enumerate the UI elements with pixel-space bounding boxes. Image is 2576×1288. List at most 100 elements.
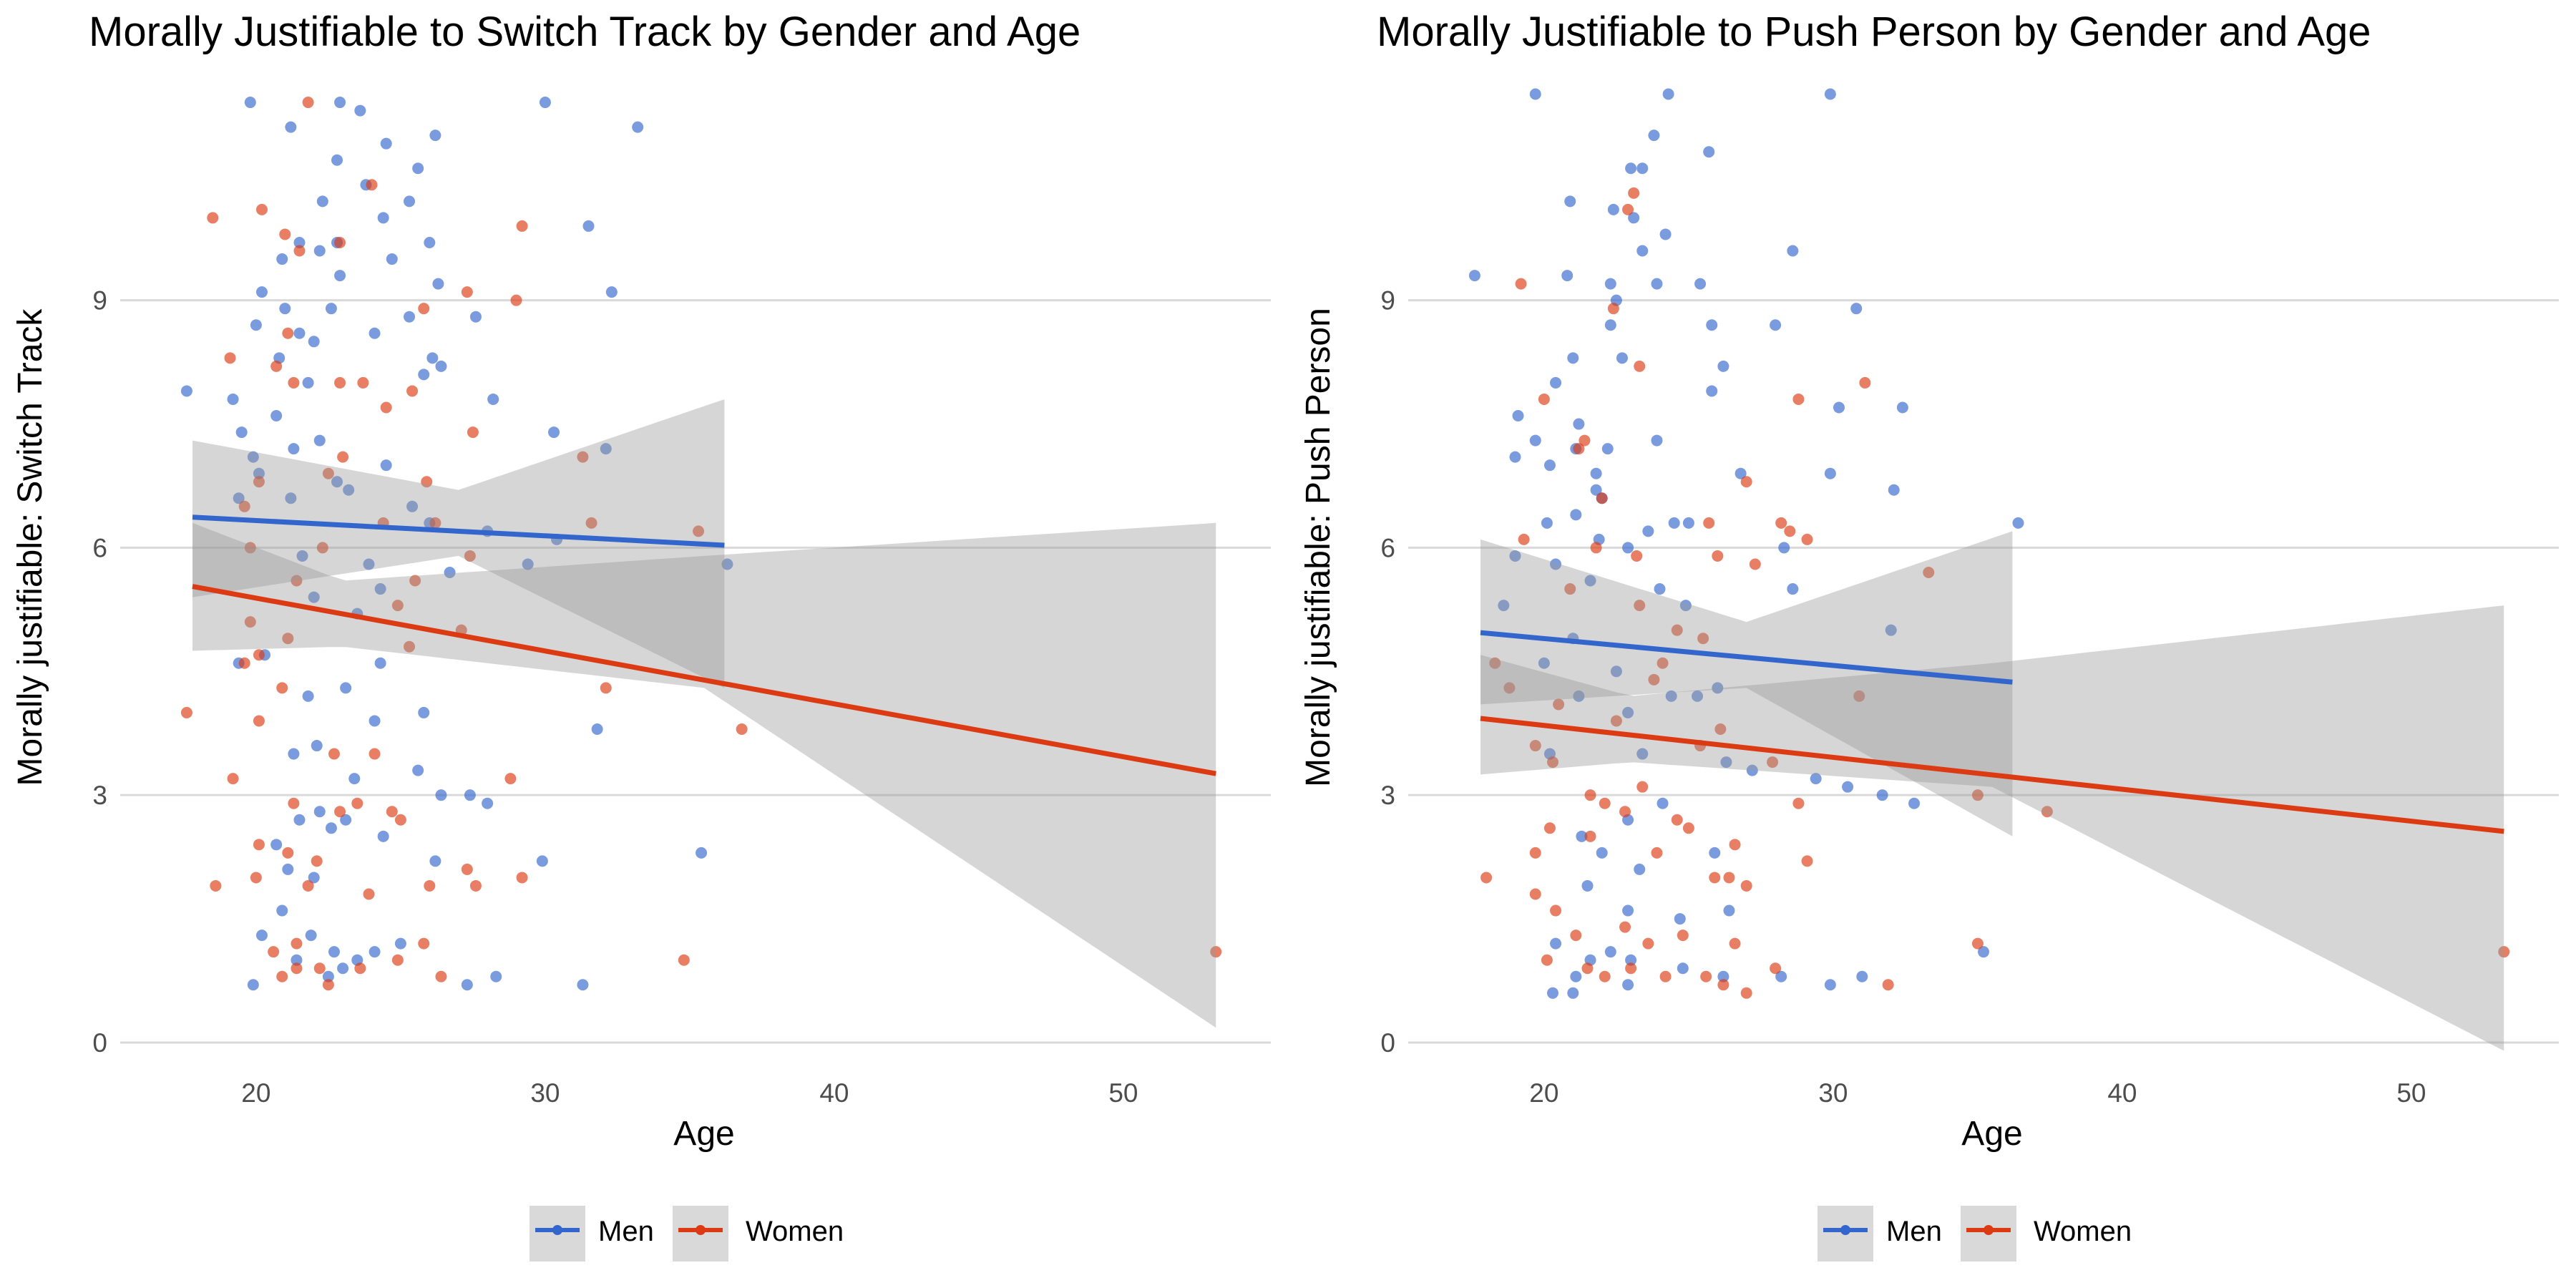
- data-point-women: [380, 401, 392, 414]
- data-point-men: [1543, 459, 1556, 472]
- data-point-men: [308, 591, 320, 603]
- data-point-women: [386, 806, 398, 818]
- data-point-men: [1590, 467, 1602, 479]
- data-point-women: [424, 879, 436, 892]
- data-point-men: [1622, 904, 1634, 917]
- data-point-women: [270, 360, 283, 372]
- data-point-men: [605, 286, 618, 298]
- data-point-men: [305, 930, 317, 942]
- data-point-women: [1651, 847, 1663, 859]
- data-point-men: [1604, 278, 1616, 290]
- data-point-men: [1468, 270, 1480, 282]
- data-point-men: [369, 946, 381, 958]
- chart-title-switch-track: Morally Justifiable to Switch Track by G…: [89, 9, 1080, 55]
- data-point-men: [1573, 418, 1585, 430]
- plot-area-push-person: 0 3 6 9 20 30 40 50: [1380, 88, 2559, 1108]
- data-point-women: [1564, 583, 1576, 595]
- data-point-men: [1616, 352, 1628, 364]
- data-point-men: [1498, 600, 1510, 612]
- data-point-women: [1529, 847, 1541, 859]
- trend-line-men: [1480, 630, 2013, 685]
- data-point-women: [1610, 715, 1622, 727]
- data-point-men: [482, 797, 494, 809]
- data-point-men: [1590, 484, 1602, 496]
- data-point-women: [322, 979, 334, 991]
- data-point-women: [1923, 567, 1935, 578]
- data-point-women: [464, 550, 476, 562]
- data-point-men: [1778, 542, 1790, 554]
- data-point-women: [1792, 393, 1805, 405]
- data-point-men: [435, 360, 447, 372]
- data-point-men: [1888, 484, 1900, 496]
- data-point-men: [1538, 657, 1550, 669]
- data-point-women: [253, 649, 265, 661]
- data-point-women: [253, 839, 265, 851]
- data-point-men: [343, 484, 355, 496]
- data-point-men: [1885, 624, 1897, 636]
- data-point-men: [469, 311, 482, 323]
- data-point-men: [548, 426, 560, 439]
- confidence-band-women: [1480, 605, 2504, 1051]
- data-point-women: [244, 616, 256, 628]
- y-tick-label: 6: [1380, 533, 1395, 562]
- data-point-women: [1634, 600, 1646, 612]
- data-point-men: [418, 706, 430, 718]
- data-point-men: [1622, 542, 1634, 554]
- data-point-men: [282, 863, 294, 875]
- data-point-men: [1824, 88, 1836, 100]
- data-point-men: [490, 970, 502, 982]
- data-point-men: [1636, 162, 1649, 175]
- data-point-women: [678, 954, 690, 966]
- data-point-men: [1604, 319, 1616, 331]
- data-point-men: [1651, 278, 1663, 290]
- x-tick-label: 40: [819, 1078, 849, 1108]
- data-point-women: [1709, 872, 1721, 884]
- data-point-women: [351, 797, 364, 809]
- data-point-men: [374, 583, 386, 595]
- data-point-women: [1628, 187, 1640, 199]
- data-point-women: [1740, 476, 1752, 488]
- data-point-men: [1625, 162, 1637, 175]
- trend-line-men: [192, 514, 725, 548]
- data-point-men: [279, 303, 291, 315]
- data-point-women: [1631, 550, 1643, 562]
- data-point-men: [1833, 401, 1845, 414]
- data-point-women: [585, 517, 597, 529]
- data-point-men: [377, 830, 389, 842]
- data-point-women: [1210, 946, 1222, 958]
- data-point-women: [510, 294, 522, 306]
- data-point-men: [1550, 376, 1562, 389]
- data-point-women: [1579, 434, 1591, 447]
- data-point-men: [1570, 970, 1582, 982]
- data-point-women: [391, 600, 404, 612]
- data-point-men: [1642, 525, 1654, 537]
- data-point-women: [2498, 946, 2510, 958]
- data-point-women: [180, 706, 192, 718]
- trend-line-women: [192, 584, 1216, 776]
- data-point-men: [582, 220, 595, 232]
- data-point-men: [311, 740, 323, 752]
- data-point-men: [1509, 550, 1521, 562]
- data-point-men: [247, 979, 259, 991]
- data-point-men: [1706, 319, 1718, 331]
- y-tick-label: 0: [1380, 1028, 1395, 1058]
- data-point-men: [1810, 773, 1822, 785]
- legend-key-women-dot: [1984, 1225, 1994, 1235]
- data-point-men: [1634, 863, 1646, 875]
- data-point-women: [1599, 797, 1611, 809]
- data-point-men: [374, 657, 386, 669]
- data-point-women: [1657, 657, 1669, 669]
- data-point-women: [1770, 962, 1782, 975]
- data-point-men: [244, 97, 256, 109]
- data-point-men: [1896, 401, 1908, 414]
- data-point-men: [418, 369, 430, 381]
- data-point-men: [308, 336, 320, 348]
- data-point-men: [1735, 467, 1747, 479]
- data-point-men: [1908, 797, 1921, 809]
- data-point-men: [363, 558, 375, 570]
- data-point-women: [394, 814, 406, 826]
- data-point-men: [1604, 946, 1616, 958]
- data-point-men: [1746, 764, 1758, 776]
- data-point-women: [693, 525, 705, 537]
- data-point-women: [1607, 303, 1619, 315]
